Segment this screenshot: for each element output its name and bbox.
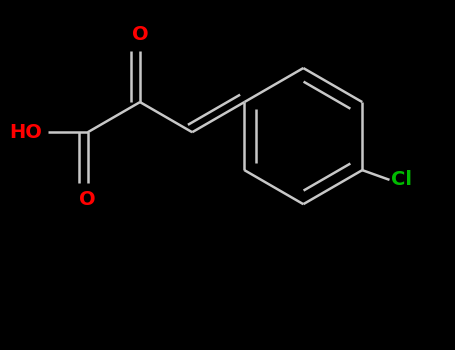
Text: HO: HO: [10, 123, 42, 142]
Text: O: O: [80, 190, 96, 209]
Text: O: O: [131, 25, 148, 44]
Text: Cl: Cl: [391, 170, 412, 189]
